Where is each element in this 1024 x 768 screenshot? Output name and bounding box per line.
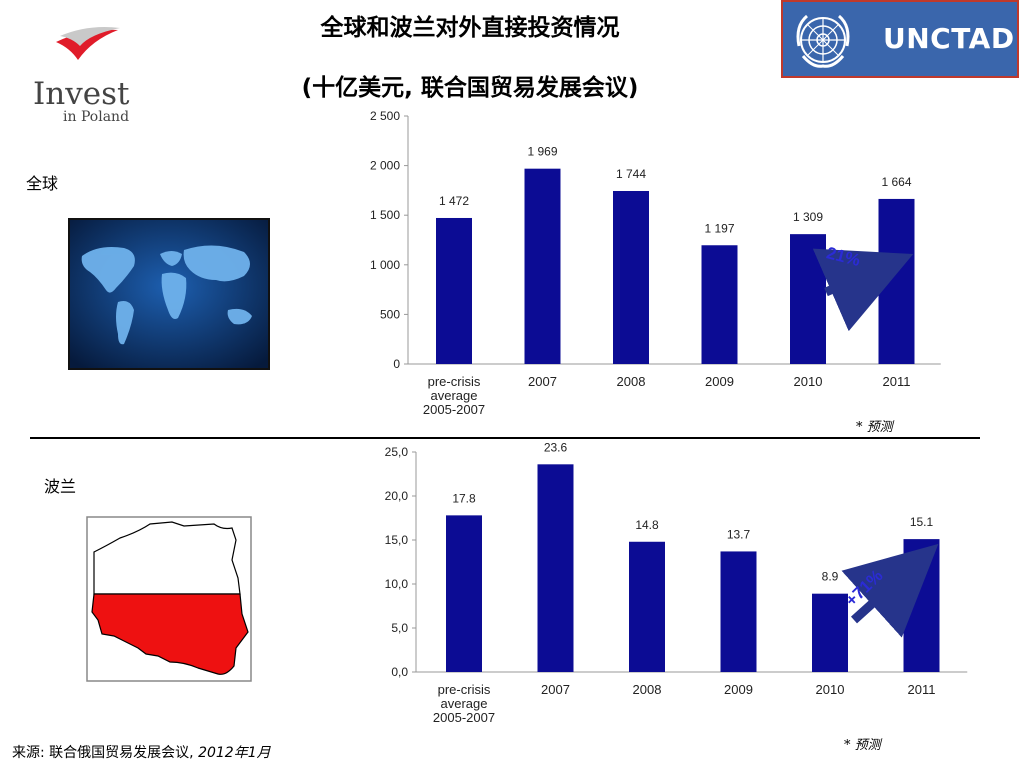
chart2-category-label: 2010 — [816, 682, 845, 697]
chart2-bar — [903, 539, 940, 672]
chart1-ytick-label: 0 — [393, 357, 400, 371]
un-emblem-icon — [796, 14, 850, 68]
chart2-ytick-label: 20,0 — [385, 489, 409, 503]
forecast-note-world: * 预测 — [856, 420, 893, 435]
poland-label: 波兰 — [44, 477, 77, 496]
world-label: 全球 — [26, 174, 59, 193]
chart2-value-label: 14.8 — [635, 518, 659, 532]
chart1-value-label: 1 472 — [439, 194, 469, 208]
chart1-category-label: 2007 — [528, 374, 557, 389]
unctad-label: UNCTAD — [883, 22, 1015, 55]
chart1-value-label: 1 744 — [616, 167, 646, 181]
chart2-value-label: 23.6 — [544, 440, 568, 454]
chart2-value-label: 13.7 — [727, 527, 751, 541]
chart1-category-label: 2010 — [794, 374, 823, 389]
chart1-category-label: 2011 — [883, 374, 911, 389]
source-date: 2012年1月 — [198, 745, 271, 761]
chart2-growth-arrow — [841, 543, 939, 638]
chart1-value-label: 1 664 — [881, 175, 911, 189]
forecast-note-poland: * 预测 — [844, 738, 881, 753]
chart1-bar — [790, 234, 826, 364]
chart2-category-label: 2009 — [724, 682, 753, 697]
page-title: 全球和波兰对外直接投资情况 — [320, 15, 620, 41]
chart1-category-label: pre-crisis — [428, 374, 481, 389]
chart1-ytick-label: 2 500 — [370, 109, 400, 123]
chart1-value-label: 1 197 — [704, 221, 734, 235]
chart2-category-label: 2007 — [541, 682, 570, 697]
chart1-category-label: 2008 — [617, 374, 646, 389]
chart1-bar — [878, 198, 915, 364]
chart1-ytick-label: 1 500 — [370, 208, 400, 222]
page-subtitle: (十亿美元, 联合国贸易发展会议) — [301, 75, 639, 101]
chart2-bar — [812, 593, 848, 672]
chart1-value-label: 1 309 — [793, 210, 823, 224]
chart1-category-label: 2005-2007 — [423, 402, 485, 417]
poland-map-image — [86, 516, 252, 682]
section-divider — [30, 437, 980, 439]
chart2-growth-annotation: +71% — [842, 566, 887, 610]
chart1-growth-annotation: 21% — [825, 243, 863, 270]
chart2-ytick-label: 25,0 — [385, 445, 409, 459]
chart2-ytick-label: 0,0 — [391, 665, 408, 679]
chart1-value-label: 1 969 — [527, 145, 557, 159]
chart2-bar — [446, 515, 482, 672]
chart2-category-label: average — [441, 696, 488, 711]
chart2-ytick-label: 15,0 — [385, 533, 409, 547]
chart2-category-label: 2005-2007 — [433, 710, 495, 725]
chart2-value-label: 17.8 — [452, 491, 476, 505]
unctad-logo: UNCTAD — [781, 0, 1019, 78]
chart1-ytick-label: 2 000 — [370, 159, 400, 173]
logo-sub: in Poland — [63, 109, 129, 125]
chart1-bar — [613, 190, 649, 364]
source-text: 来源: 联合俄国贸易发展会议, — [12, 745, 199, 761]
chart1-bar — [436, 217, 472, 364]
chart1-category-label: average — [431, 388, 478, 403]
chart2-category-label: 2011 — [908, 682, 936, 697]
chart2-ytick-label: 5,0 — [391, 621, 408, 635]
source-note: 来源: 联合俄国贸易发展会议, 2012年1月 — [12, 742, 271, 762]
chart2-ytick-label: 10,0 — [385, 577, 409, 591]
chart2-bar — [537, 464, 574, 672]
chart1-ytick-label: 500 — [380, 307, 400, 321]
chart2-category-label: 2008 — [633, 682, 662, 697]
chart1-growth-arrow — [812, 248, 914, 332]
invest-in-poland-logo: Invest in Poland — [33, 27, 130, 125]
chart2-category-label: pre-crisis — [438, 682, 491, 697]
world-map-image — [68, 218, 270, 370]
chart1-ytick-label: 1 000 — [370, 258, 400, 272]
chart1-category-label: 2009 — [705, 374, 734, 389]
chart1-bar — [701, 245, 738, 364]
logo-name: Invest — [33, 76, 130, 112]
chart2-bar — [629, 541, 665, 672]
chart2-value-label: 15.1 — [910, 515, 934, 529]
chart2-value-label: 8.9 — [822, 570, 839, 584]
chart1-bar — [524, 168, 561, 364]
chart2-bar — [720, 551, 757, 672]
